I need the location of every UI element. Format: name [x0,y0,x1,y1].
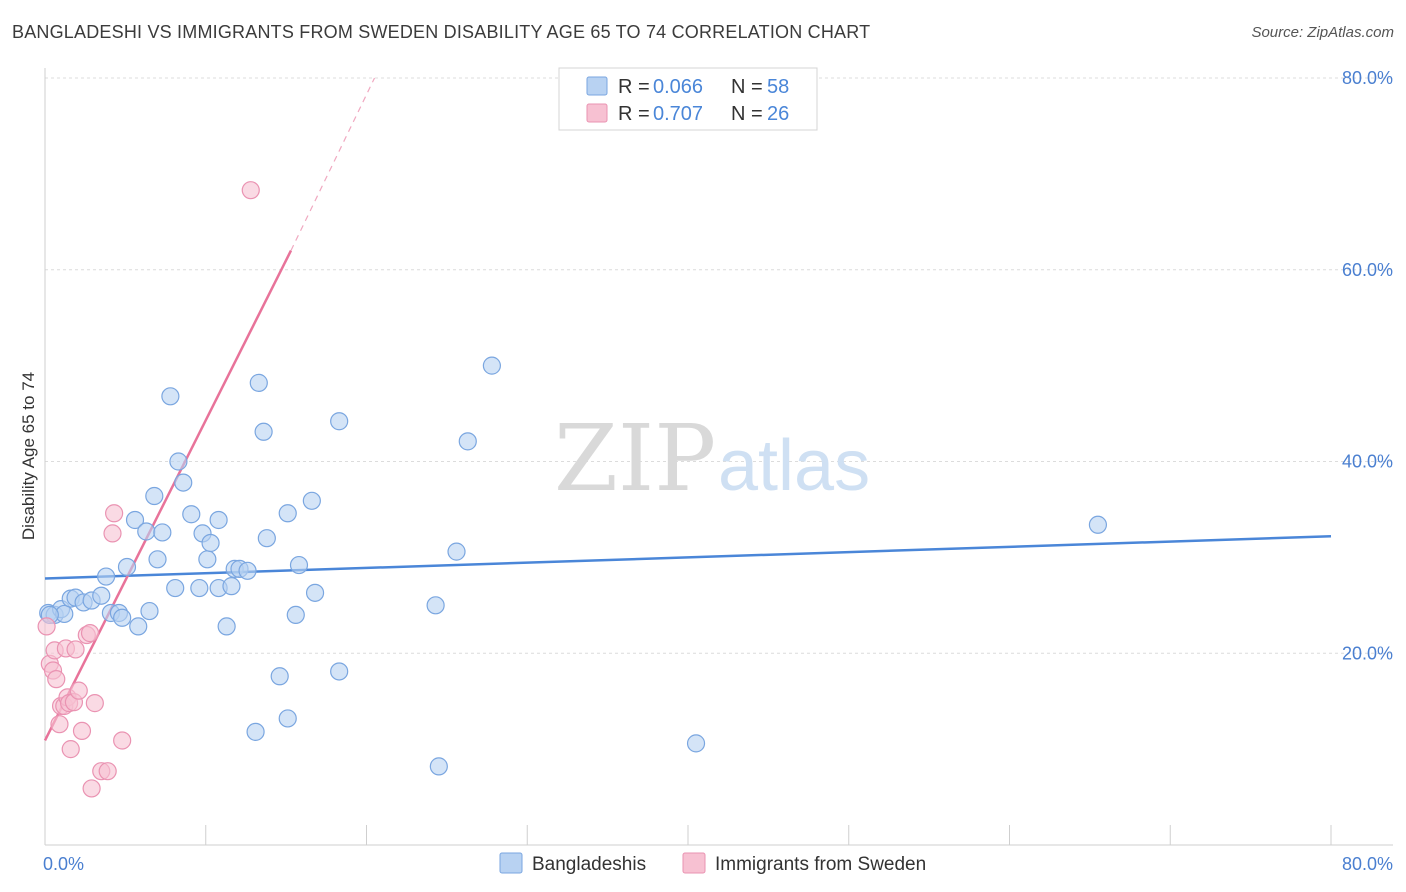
bangladeshi-point-48 [330,412,349,431]
legend-r-label-2: R = [618,103,650,125]
sweden-point-13 [66,640,85,659]
y-tick-label-2: 60.0% [1342,260,1393,280]
bangladeshi-point-42 [278,504,297,523]
bangladeshi-point-52 [447,542,466,561]
bangladeshi-point-25 [182,505,201,524]
bangladeshi-point-38 [249,373,268,392]
sweden-point-22 [103,524,122,543]
bangladeshi-point-41 [270,667,289,686]
bangladeshi-point-45 [289,555,309,575]
x-tick-label-min: 0.0% [43,854,84,874]
bangladeshi-point-15 [129,617,148,636]
bangladeshi-point-47 [305,583,325,602]
bangladeshi-point-53 [458,432,477,451]
bangladeshi-point-30 [209,510,228,530]
bottom-legend-swatch-blue [499,852,523,874]
bangladeshi-point-24 [174,473,193,492]
trend-lines [43,77,1332,742]
legend-n-label-2: N = [731,103,763,125]
bangladeshi-point-12 [113,608,132,627]
sweden-point-25 [241,181,260,200]
bottom-legend-swatch-pink [682,852,706,874]
bangladeshi-point-28 [198,550,217,569]
bangladeshi-point-17 [140,601,159,621]
bangladeshi-point-33 [222,577,241,596]
data-points [37,181,1108,798]
bangladeshi-point-32 [217,617,236,636]
bangladeshi-point-36 [238,561,257,580]
watermark-zip: ZIP [554,405,716,512]
bangladeshi-point-13 [117,557,137,577]
bangladeshi-point-49 [330,662,349,681]
watermark: ZIP atlas [554,405,870,512]
bangladeshi-point-26 [190,578,209,598]
bangladeshi-point-23 [169,452,188,471]
bangladeshi-point-51 [429,757,448,776]
bangladeshi-point-56 [1088,515,1108,534]
sweden-point-18 [82,779,101,798]
bangladeshi-point-54 [482,356,501,375]
legend-n-value-1: 58 [767,76,789,98]
watermark-atlas: atlas [718,426,870,506]
legend-n-label-1: N = [731,76,763,98]
legend-n-value-2: 26 [767,103,789,125]
sweden-point-0 [37,617,56,636]
sweden-point-4 [47,670,66,689]
sweden-point-23 [105,504,124,523]
bangladeshi-point-50 [426,596,445,615]
sweden-trend-extension [290,77,376,251]
y-tick-label-3: 80.0% [1342,68,1393,88]
bangladeshi-trend-line [44,535,1332,580]
bottom-legend-label-2: Immigrants from Sweden [715,854,926,875]
bangladeshi-point-40 [257,529,276,548]
bangladeshi-point-16 [137,522,156,541]
legend-swatch-blue [586,76,608,96]
axes [44,68,1393,846]
sweden-point-11 [61,740,80,759]
x-tick-label-max: 80.0% [1342,854,1393,874]
sweden-point-15 [72,721,92,741]
y-tick-label-0: 20.0% [1342,643,1393,663]
sweden-point-5 [50,715,69,734]
bangladeshi-point-20 [153,523,172,542]
legend-r-label-1: R = [618,76,650,98]
bangladeshi-point-29 [201,533,220,553]
legend-swatch-pink [586,103,608,123]
bangladeshi-point-14 [125,510,145,530]
bangladeshi-point-44 [286,605,305,625]
legend-r-value-1: 0.066 [653,76,703,98]
source-label: Source: ZipAtlas.com [1251,24,1394,41]
bottom-legend-label-1: Bangladeshis [532,854,646,875]
bangladeshi-point-8 [92,586,111,605]
sweden-trend-line [43,250,293,742]
bangladeshi-point-43 [278,709,297,728]
bangladeshi-point-18 [145,486,164,506]
bangladeshi-point-55 [686,734,706,753]
chart-title: BANGLADESHI VS IMMIGRANTS FROM SWEDEN DI… [12,22,871,42]
stats-legend: R = 0.066 N = 58 R = 0.707 N = 26 [558,67,818,131]
bangladeshi-point-9 [96,567,116,586]
bangladeshi-point-39 [254,422,273,441]
grid-lines [45,77,1393,654]
bangladeshi-point-37 [246,722,265,741]
sweden-point-17 [80,624,100,643]
bangladeshi-point-19 [148,550,167,569]
bangladeshi-point-46 [302,491,321,510]
sweden-point-24 [113,731,132,750]
sweden-point-14 [69,681,88,700]
legend-r-value-2: 0.707 [653,103,703,125]
sweden-point-21 [98,762,117,781]
bangladeshi-point-22 [166,578,185,598]
y-axis-title: Disability Age 65 to 74 [19,372,38,540]
tick-labels: 20.0% 40.0% 60.0% 80.0% 0.0% 80.0% [43,68,1393,874]
sweden-point-19 [85,694,104,713]
bangladeshi-point-21 [161,387,180,406]
series-legend: Bangladeshis Immigrants from Sweden [499,852,926,875]
y-tick-label-1: 40.0% [1342,452,1393,472]
